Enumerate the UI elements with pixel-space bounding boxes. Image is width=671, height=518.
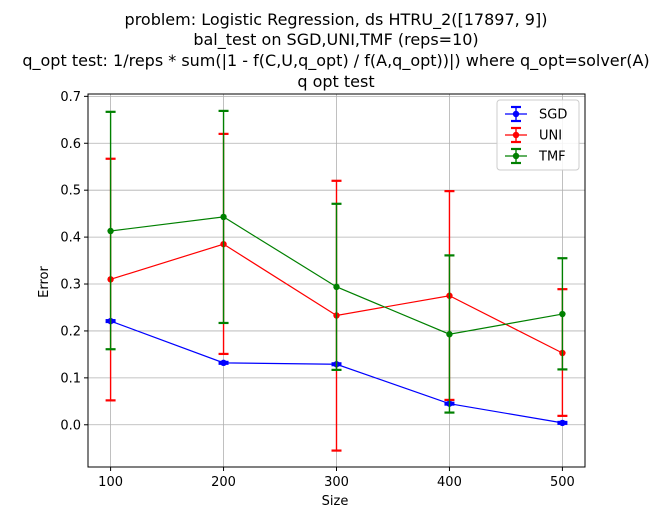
x-tick-label: 500 (550, 475, 575, 490)
series-layer (105, 109, 568, 452)
data-point-sgd (559, 419, 566, 427)
legend-item-sgd: SGD (505, 105, 567, 123)
legend-label: TMF (538, 150, 566, 165)
legend-item-tmf: TMF (505, 147, 566, 165)
x-tick-label: 200 (211, 475, 236, 490)
title-line-2: bal_test on SGD,UNI,TMF (reps=10) (193, 30, 478, 50)
x-axis-label: Size (322, 494, 349, 509)
x-tick-label: 100 (98, 475, 123, 490)
chart-title: problem: Logistic Regression, ds HTRU_2(… (22, 10, 649, 91)
x-tick-label: 400 (437, 475, 462, 490)
data-point-tmf (333, 283, 340, 291)
legend-label: SGD (539, 108, 567, 123)
legend: SGD UNI TMF (496, 99, 580, 171)
data-point-tmf (446, 331, 453, 338)
y-tick-label: 0.4 (60, 231, 81, 246)
y-tick-label: 0.0 (60, 418, 81, 433)
y-tick-label: 0.6 (60, 137, 81, 152)
data-point-tmf (220, 213, 227, 221)
x-tick-label: 300 (324, 475, 349, 490)
series-tmf (105, 109, 568, 414)
data-point-sgd (220, 359, 227, 367)
legend-swatch-marker (512, 110, 520, 118)
title-line-1: problem: Logistic Regression, ds HTRU_2(… (125, 10, 548, 30)
y-axis-label: Error (37, 266, 52, 298)
axis-ticks: 100 200 300 400 500 0.0 0.1 0.2 0.3 0.4 0.5 0.6 0.7 (60, 90, 575, 490)
data-point-tmf (559, 310, 566, 318)
y-tick-label: 0.2 (60, 324, 81, 339)
legend-label: UNI (539, 129, 562, 144)
y-tick-label: 0.5 (60, 184, 81, 199)
y-tick-label: 0.7 (60, 90, 81, 105)
y-tick-label: 0.3 (60, 278, 81, 293)
title-line-4: q opt test (297, 72, 374, 91)
legend-swatch-marker (512, 131, 520, 139)
legend-box (496, 99, 580, 171)
y-tick-label: 0.1 (60, 371, 81, 386)
data-point-tmf (107, 227, 114, 235)
legend-item-uni: UNI (505, 126, 562, 144)
legend-swatch-marker (512, 152, 520, 160)
title-line-3: q_opt test: 1/reps * sum(|1 - f(C,U,q_op… (22, 51, 649, 71)
